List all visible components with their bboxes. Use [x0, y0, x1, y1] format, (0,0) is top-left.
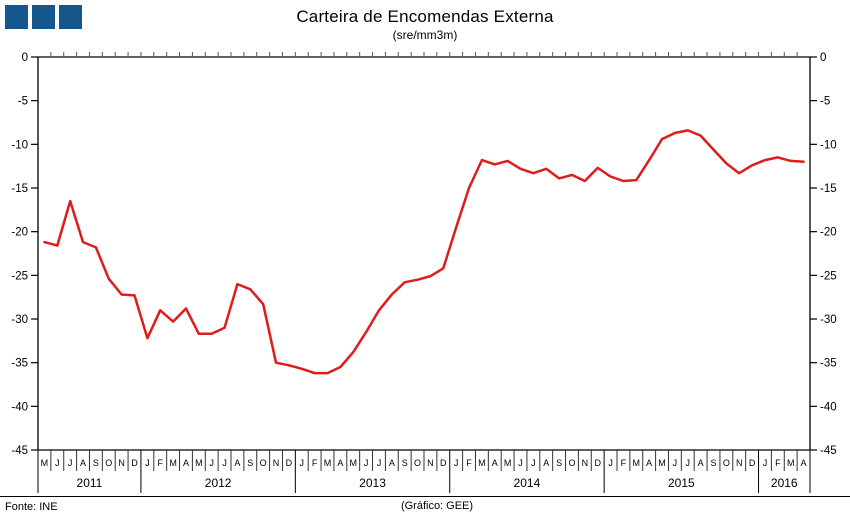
x-year-label: 2012 — [205, 476, 232, 490]
x-month-label: S — [93, 458, 99, 468]
y-tick-label-right: 0 — [820, 52, 826, 64]
x-month-label: J — [686, 458, 691, 468]
x-month-label: M — [658, 458, 666, 468]
x-month-label: N — [273, 458, 280, 468]
y-tick-label-right: -15 — [820, 183, 837, 195]
x-month-label: J — [222, 458, 227, 468]
y-tick-label-left: -20 — [11, 227, 28, 239]
y-tick-label-right: -30 — [820, 314, 837, 326]
x-month-label: O — [723, 458, 730, 468]
x-month-label: S — [247, 458, 253, 468]
x-year-label: 2015 — [668, 476, 695, 490]
logo — [5, 5, 82, 29]
x-month-label: J — [209, 458, 214, 468]
x-month-label: A — [543, 458, 549, 468]
chart-subtitle: (sre/mm3m) — [392, 28, 458, 42]
x-month-label: N — [118, 458, 125, 468]
x-year-label: 2011 — [77, 476, 103, 490]
x-month-label: S — [710, 458, 716, 468]
y-tick-label-left: -30 — [11, 314, 28, 326]
x-month-label: A — [801, 458, 807, 468]
y-tick-label-left: 0 — [22, 52, 28, 64]
y-tick-label-left: -45 — [11, 445, 28, 457]
y-tick-label-right: -45 — [820, 445, 837, 457]
x-month-label: J — [55, 458, 60, 468]
x-month-label: J — [68, 458, 73, 468]
credit-label: (Gráfico: GEE) — [400, 500, 474, 512]
x-month-label: F — [466, 458, 472, 468]
x-month-label: M — [195, 458, 203, 468]
y-tick-label-right: -35 — [820, 358, 837, 370]
x-month-label: J — [145, 458, 150, 468]
x-month-label: J — [364, 458, 369, 468]
x-month-label: F — [157, 458, 163, 468]
x-month-label: M — [324, 458, 332, 468]
x-month-label: O — [568, 458, 575, 468]
x-month-label: M — [478, 458, 486, 468]
x-month-label: A — [492, 458, 498, 468]
x-month-label: D — [594, 458, 601, 468]
footer-divider — [0, 496, 850, 497]
y-tick-label-left: -5 — [18, 96, 28, 108]
x-month-label: M — [633, 458, 641, 468]
series-line — [43, 129, 805, 375]
logo-square-icon — [32, 5, 55, 29]
x-month-label: J — [377, 458, 382, 468]
y-tick-label-left: -25 — [11, 270, 28, 282]
x-month-label: J — [518, 458, 523, 468]
x-year-label: 2014 — [514, 476, 541, 490]
x-month-label: J — [763, 458, 768, 468]
y-tick-label-right: -10 — [820, 139, 837, 151]
x-month-label: A — [646, 458, 652, 468]
x-month-label: J — [531, 458, 536, 468]
x-month-label: F — [775, 458, 781, 468]
x-month-label: F — [621, 458, 627, 468]
source-label: Fonte: INE — [5, 501, 58, 513]
x-month-label: D — [286, 458, 293, 468]
x-month-label: S — [402, 458, 408, 468]
x-month-label: D — [131, 458, 138, 468]
x-year-label: 2013 — [359, 476, 386, 490]
x-month-label: D — [440, 458, 447, 468]
x-month-label: M — [349, 458, 357, 468]
x-month-label: J — [454, 458, 459, 468]
y-tick-label-right: -25 — [820, 270, 837, 282]
x-month-label: J — [673, 458, 678, 468]
x-month-label: A — [183, 458, 189, 468]
x-month-label: N — [427, 458, 434, 468]
x-month-label: N — [582, 458, 589, 468]
x-month-label: N — [736, 458, 743, 468]
x-month-label: A — [234, 458, 240, 468]
x-month-label: O — [105, 458, 112, 468]
y-tick-label-right: -20 — [820, 227, 837, 239]
logo-square-icon — [5, 5, 28, 29]
y-tick-label-left: -35 — [11, 358, 28, 370]
x-month-label: M — [41, 458, 49, 468]
x-year-label: 2016 — [771, 476, 798, 490]
x-month-label: A — [389, 458, 395, 468]
x-month-label: M — [169, 458, 177, 468]
x-month-label: O — [260, 458, 267, 468]
x-month-label: J — [608, 458, 613, 468]
y-tick-label-right: -40 — [820, 401, 837, 413]
y-tick-label-left: -40 — [11, 401, 28, 413]
x-month-label: O — [414, 458, 421, 468]
x-month-label: A — [80, 458, 86, 468]
x-month-label: M — [504, 458, 512, 468]
chart-title: Carteira de Encomendas Externa — [296, 7, 554, 26]
x-month-label: A — [337, 458, 343, 468]
y-tick-label-left: -15 — [11, 183, 28, 195]
x-month-label: F — [312, 458, 318, 468]
logo-square-icon — [59, 5, 82, 29]
y-tick-label-left: -10 — [11, 139, 28, 151]
x-month-label: J — [300, 458, 305, 468]
x-month-label: D — [749, 458, 756, 468]
y-tick-label-right: -5 — [820, 96, 830, 108]
x-month-label: A — [698, 458, 704, 468]
x-month-label: M — [787, 458, 795, 468]
x-month-label: S — [556, 458, 562, 468]
